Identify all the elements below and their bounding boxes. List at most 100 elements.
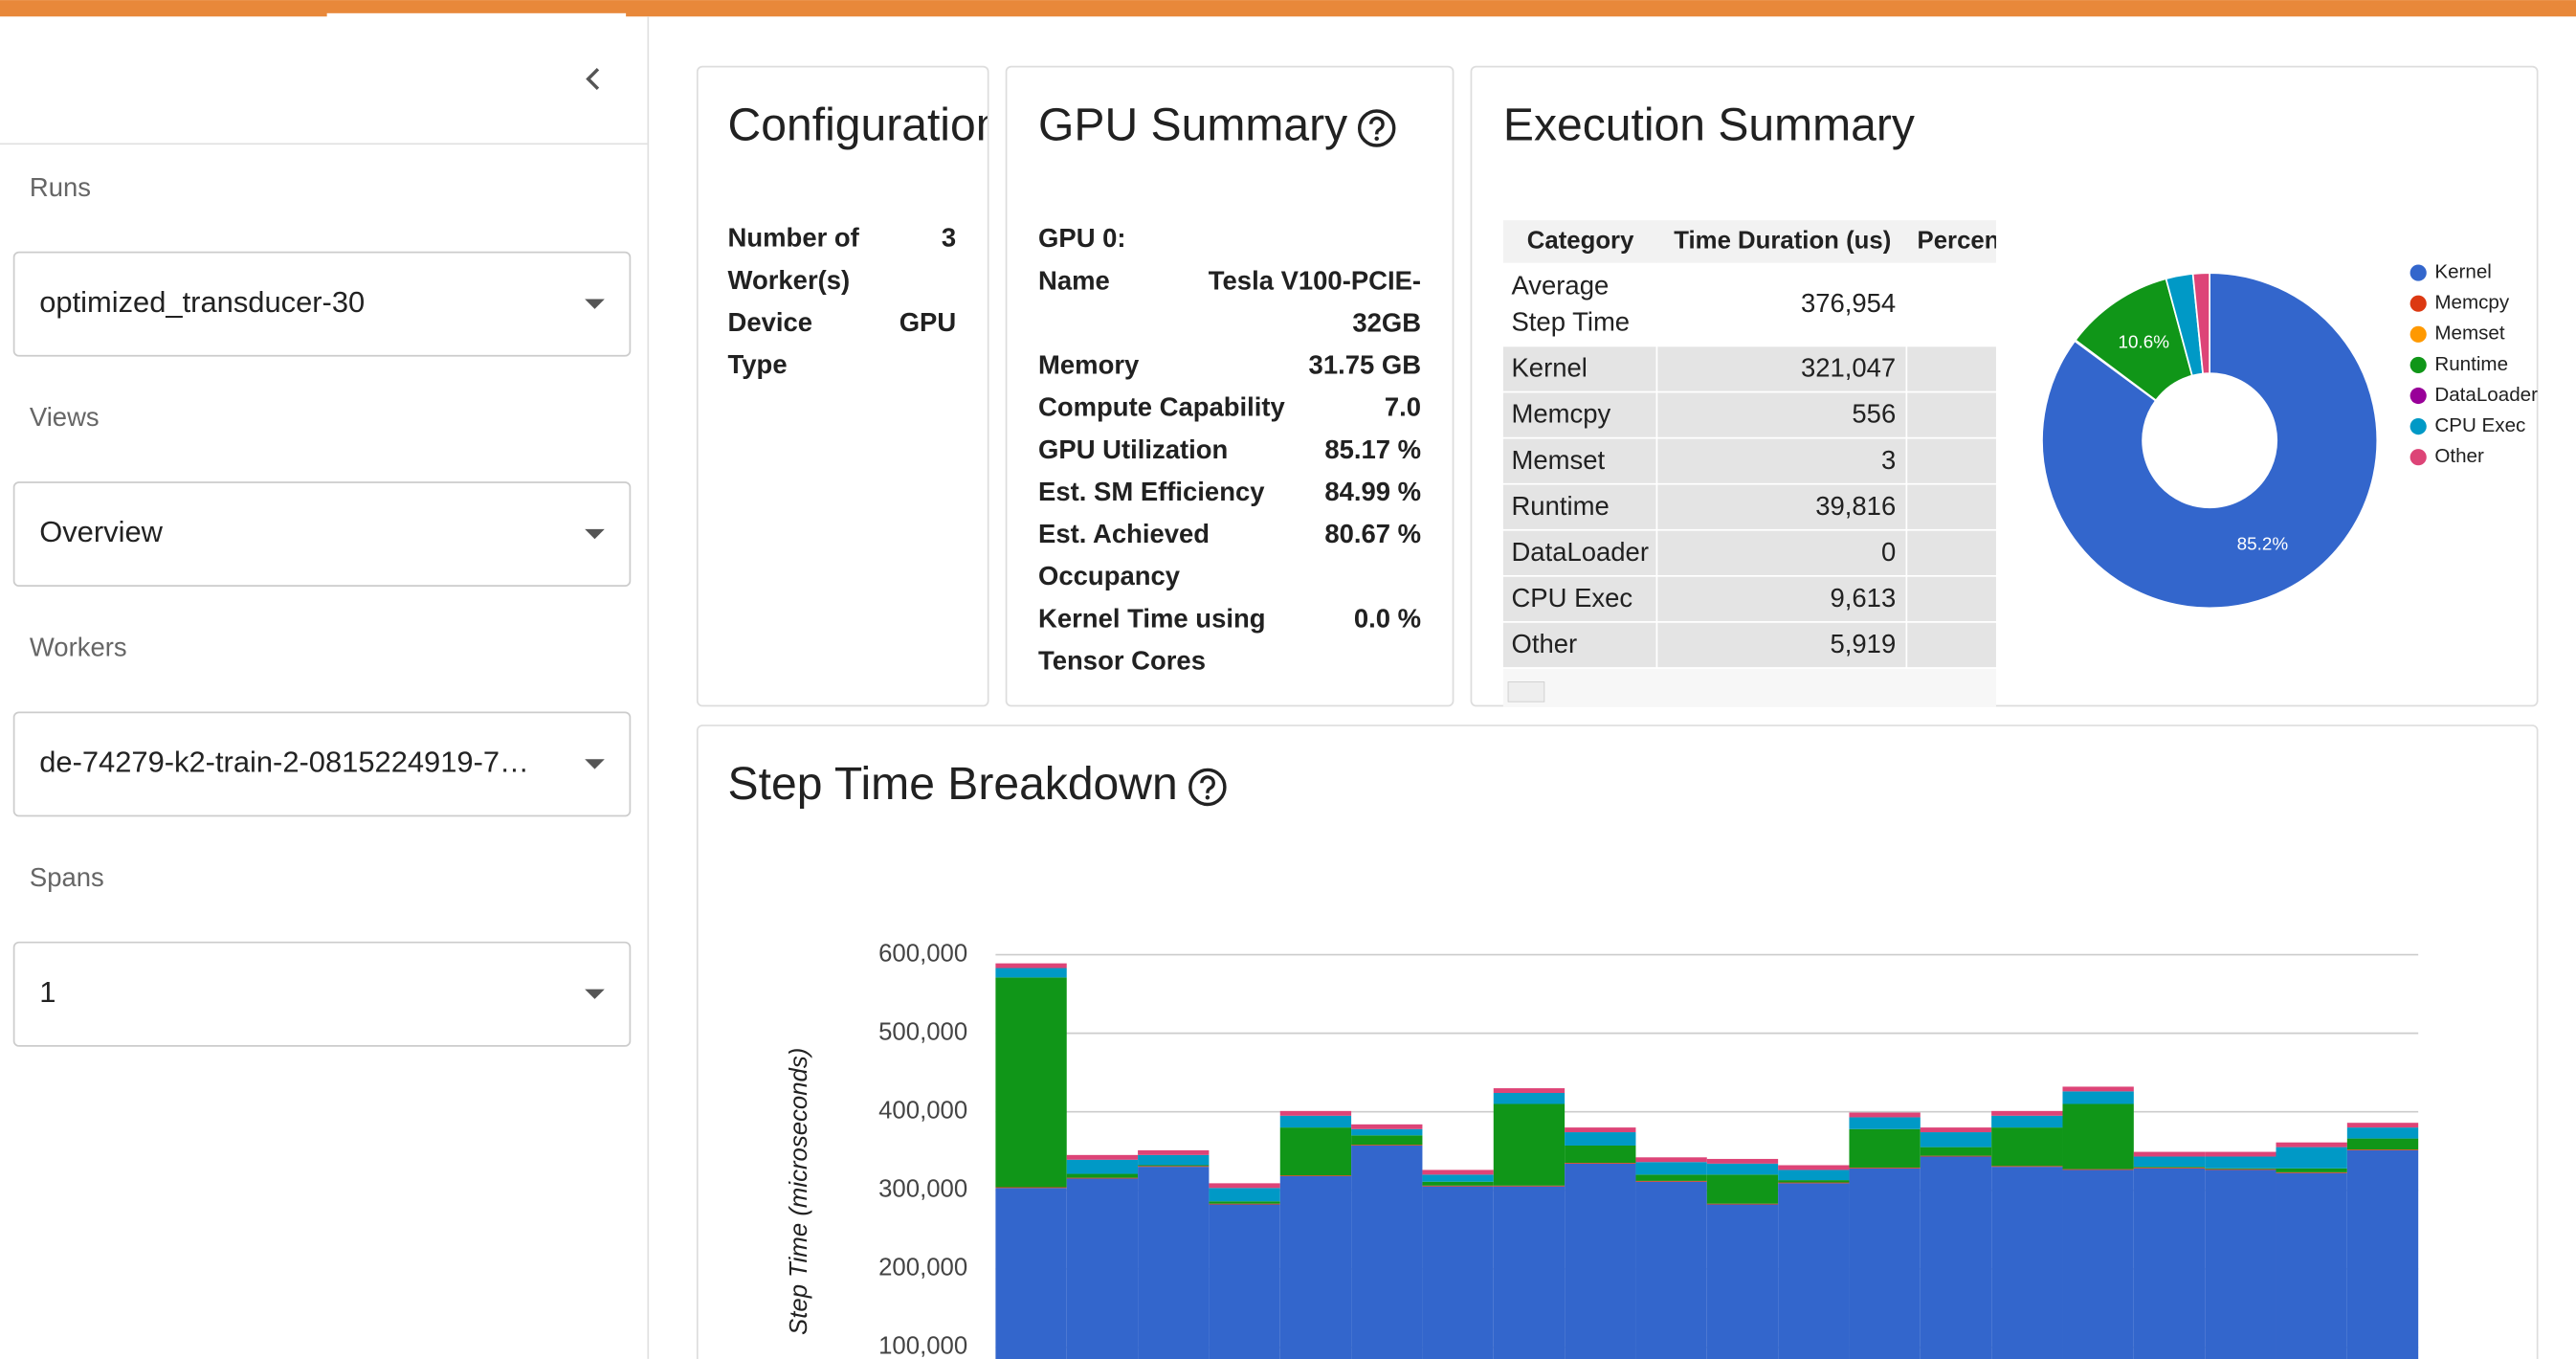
- active-tab[interactable]: [326, 12, 627, 18]
- field-value: 0.0 %: [1354, 604, 1421, 634]
- text-line: Name: [1038, 266, 1110, 296]
- dropdown-arrow: [585, 759, 605, 769]
- cell-text: 0: [1881, 537, 1896, 567]
- slice-label: 85.2%: [2237, 535, 2289, 555]
- bar-segment: [1849, 1168, 1921, 1359]
- select-box[interactable]: [12, 251, 632, 357]
- select-value: optimized_transducer-30: [39, 285, 365, 319]
- text-line: 85.17 %: [1324, 434, 1421, 464]
- bar-segment: [2205, 1151, 2276, 1157]
- bar-segment: [1635, 1180, 1707, 1182]
- collapse-button[interactable]: [586, 67, 600, 91]
- bar-segment: [995, 968, 1067, 978]
- bar-segment: [1279, 1110, 1352, 1116]
- table-cell: [1502, 262, 1656, 345]
- bar-segment: [1778, 1180, 1850, 1183]
- field-value: 80.67 %: [1324, 519, 1421, 548]
- field-value: GPU: [899, 307, 956, 337]
- select-box[interactable]: [12, 941, 632, 1047]
- text-line: 84.99 %: [1324, 477, 1421, 506]
- table-cell: [1657, 392, 1906, 437]
- table-cell: [1907, 262, 1996, 345]
- bar-segment: [1706, 1203, 1779, 1205]
- bar-segment: [1706, 1174, 1779, 1204]
- legend-swatch: [2409, 449, 2427, 466]
- table-cell: [1657, 346, 1906, 391]
- bar-segment: [1635, 1157, 1707, 1163]
- bar-segment: [1706, 1163, 1779, 1175]
- table-cell: [1907, 346, 1996, 391]
- legend-swatch: [2409, 264, 2427, 281]
- bar-segment: [1778, 1170, 1850, 1181]
- table-scrollbar[interactable]: [1502, 668, 1996, 707]
- select-value: 1: [39, 975, 56, 1009]
- bar-segment: [1635, 1174, 1707, 1181]
- table-cell: [1502, 346, 1656, 391]
- bar-segment: [1351, 1128, 1423, 1136]
- bar-segment: [1635, 1162, 1707, 1175]
- legend-label: Memcpy: [2434, 292, 2510, 314]
- bar-segment: [995, 1188, 1067, 1359]
- bar-segment: [1351, 1124, 1423, 1129]
- legend-swatch: [2409, 418, 2427, 435]
- select-box[interactable]: [12, 711, 632, 817]
- sidebar: Runs optimized_transducer-30 Views Overview…: [12, 172, 632, 1047]
- scroll-buttons[interactable]: [1507, 681, 1545, 702]
- bar-segment: [1138, 1149, 1210, 1155]
- select-box[interactable]: [12, 481, 632, 587]
- text-line: Tensor Cores: [1038, 646, 1206, 676]
- select-value: Overview: [39, 515, 163, 548]
- field-label: Compute Capability: [1038, 392, 1286, 422]
- text-line: 0.0 %: [1354, 604, 1421, 634]
- bar-segment: [1493, 1186, 1566, 1359]
- bar-segment: [2346, 1123, 2419, 1128]
- bar-segment: [1565, 1163, 1636, 1359]
- legend-label: DataLoader: [2434, 384, 2538, 406]
- cell-text: CPU Exec: [1511, 583, 1632, 613]
- bar-segment: [1279, 1175, 1352, 1359]
- field-label: Est. Achieved Occupancy: [1038, 519, 1210, 590]
- bar-segment: [1066, 1177, 1139, 1179]
- text-line: Type: [728, 349, 788, 379]
- bar-segment: [1066, 1154, 1139, 1160]
- bar-segment: [1209, 1203, 1280, 1205]
- card: [1005, 65, 1455, 707]
- bar-segment: [1209, 1204, 1280, 1359]
- bar-segment: [1991, 1110, 2063, 1116]
- table-cell: [1657, 622, 1906, 668]
- table-cell: [1502, 622, 1656, 668]
- column-header: Category: [1527, 227, 1634, 254]
- table-cell: [1907, 576, 1996, 622]
- bar-segment: [1493, 1185, 1566, 1187]
- field-label: Kernel Time using Tensor Cores: [1038, 604, 1265, 676]
- bar-segment: [2205, 1168, 2276, 1170]
- legend-label: Other: [2434, 445, 2484, 467]
- bar-segment: [995, 977, 1067, 1188]
- text-line: GPU: [899, 307, 956, 337]
- bar-segment: [1138, 1154, 1210, 1166]
- bar-segment: [2133, 1167, 2206, 1168]
- bar-segment: [1209, 1183, 1280, 1189]
- cell-text: Kernel: [1511, 353, 1587, 383]
- bar-segment: [995, 963, 1067, 969]
- bar-segment: [2276, 1171, 2347, 1173]
- bar-segment: [1778, 1182, 1850, 1184]
- table-cell: [1907, 622, 1996, 668]
- select-value: de-74279-k2-train-2-0815224919-7…: [39, 746, 529, 779]
- bar-segment: [1066, 1173, 1139, 1178]
- field-label: GPU Utilization: [1038, 434, 1228, 464]
- help-icon[interactable]: [1188, 768, 1227, 807]
- text-line: GPU Utilization: [1038, 434, 1228, 464]
- text-line: Est. SM Efficiency: [1038, 477, 1265, 506]
- bar-segment: [1209, 1188, 1280, 1202]
- text-line: 80.67 %: [1324, 519, 1421, 548]
- field-label: Device Type: [728, 307, 813, 379]
- table-cell: [1907, 530, 1996, 575]
- field-label: Views: [30, 402, 100, 432]
- top-bar: [0, 0, 2576, 17]
- bar-segment: [1493, 1093, 1566, 1104]
- cell-text: Average Step Time: [1511, 271, 1630, 337]
- help-icon[interactable]: [1357, 109, 1396, 147]
- text-line: Est. Achieved: [1038, 519, 1210, 548]
- bar-segment: [1920, 1156, 1992, 1359]
